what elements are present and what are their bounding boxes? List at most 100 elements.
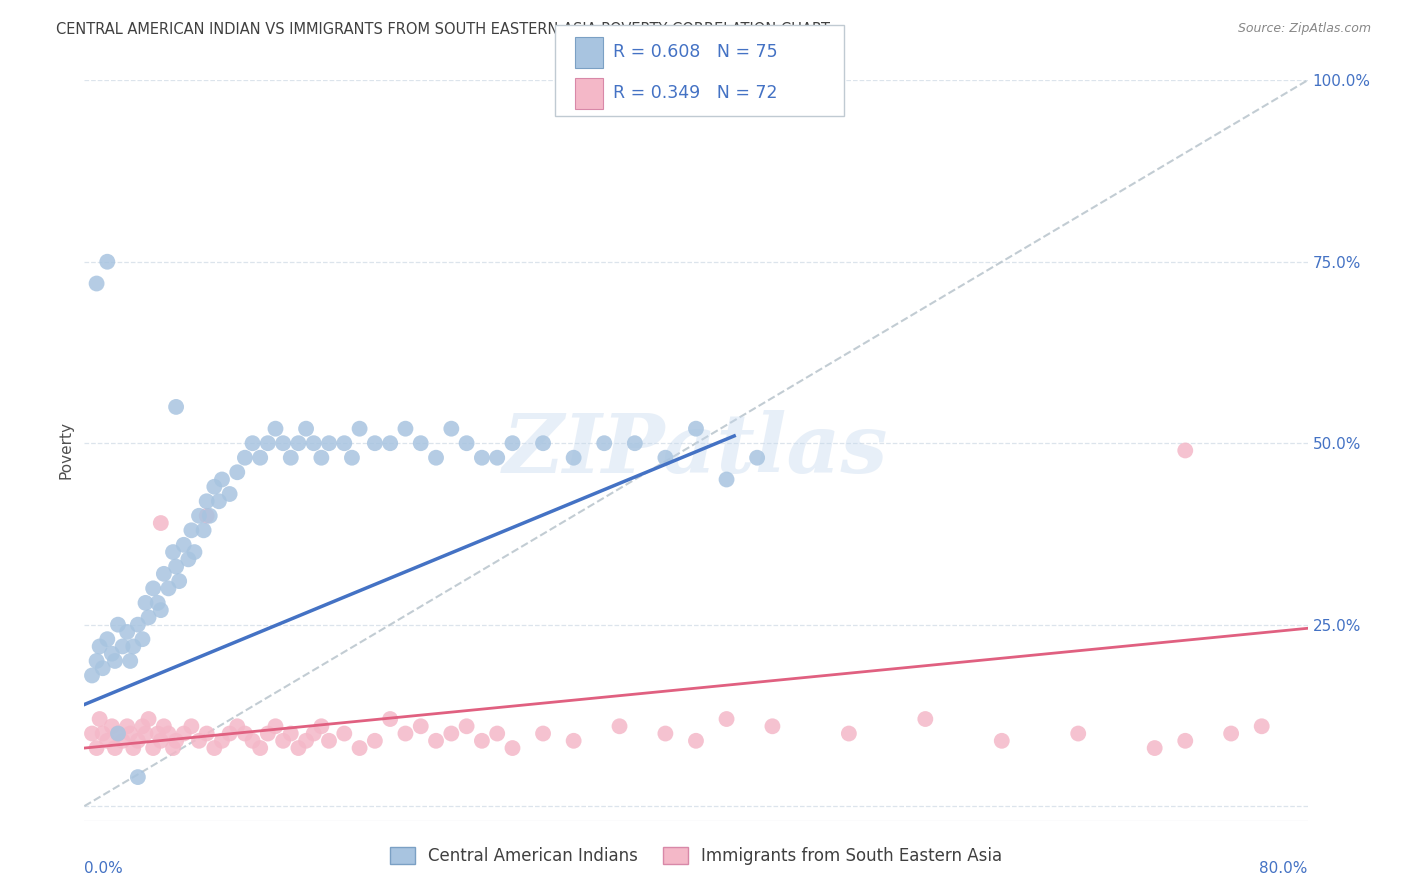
Point: [318, 733, 340, 747]
Point: [107, 617, 129, 632]
Point: [165, 559, 187, 574]
Point: [531, 726, 554, 740]
Point: [142, 741, 165, 756]
Point: [91, 726, 114, 740]
Point: [157, 726, 180, 740]
Text: CENTRAL AMERICAN INDIAN VS IMMIGRANTS FROM SOUTH EASTERN ASIA POVERTY CORRELATIO: CENTRAL AMERICAN INDIAN VS IMMIGRANTS FR…: [56, 22, 830, 37]
Point: [425, 733, 447, 747]
Point: [471, 450, 494, 465]
Point: [80, 668, 103, 682]
Point: [198, 508, 221, 523]
Point: [257, 436, 280, 450]
Point: [624, 436, 647, 450]
Point: [188, 733, 211, 747]
Point: [502, 436, 524, 450]
Point: [302, 436, 325, 450]
Point: [104, 741, 127, 756]
Point: [486, 450, 509, 465]
Point: [394, 726, 416, 740]
Point: [107, 726, 129, 740]
Point: [609, 719, 631, 733]
Point: [138, 610, 160, 624]
Point: [86, 741, 108, 756]
Point: [287, 436, 309, 450]
Point: [233, 450, 256, 465]
Point: [218, 726, 240, 740]
Point: [162, 741, 184, 756]
Point: [333, 726, 356, 740]
Point: [654, 726, 676, 740]
Point: [173, 726, 195, 740]
Point: [162, 545, 184, 559]
Point: [271, 436, 294, 450]
Point: [120, 726, 142, 740]
Point: [149, 603, 172, 617]
Point: [226, 465, 249, 479]
Point: [264, 719, 287, 733]
Point: [349, 741, 371, 756]
Point: [167, 574, 190, 588]
Point: [89, 712, 111, 726]
Point: [1220, 726, 1243, 740]
Point: [104, 654, 127, 668]
Point: [747, 450, 769, 465]
Point: [202, 480, 225, 494]
Point: [1174, 443, 1197, 458]
Point: [257, 726, 280, 740]
Point: [149, 516, 172, 530]
Point: [135, 596, 157, 610]
Point: [131, 719, 153, 733]
Point: [120, 654, 142, 668]
Point: [440, 726, 463, 740]
Point: [1250, 719, 1272, 733]
Point: [122, 741, 145, 756]
Point: [138, 712, 160, 726]
Point: [440, 422, 463, 436]
Point: [242, 436, 264, 450]
Point: [287, 741, 309, 756]
Point: [157, 582, 180, 596]
Text: Source: ZipAtlas.com: Source: ZipAtlas.com: [1237, 22, 1371, 36]
Y-axis label: Poverty: Poverty: [58, 421, 73, 480]
Point: [127, 617, 149, 632]
Point: [127, 770, 149, 784]
Point: [127, 733, 149, 747]
Point: [177, 552, 200, 566]
Point: [91, 661, 114, 675]
Point: [1067, 726, 1090, 740]
Point: [394, 422, 416, 436]
Point: [226, 719, 249, 733]
Point: [364, 436, 387, 450]
Point: [761, 719, 783, 733]
Point: [115, 624, 138, 639]
Point: [471, 733, 494, 747]
Point: [456, 719, 478, 733]
Point: [409, 436, 432, 450]
Text: 0.0%: 0.0%: [84, 862, 124, 876]
Point: [149, 733, 172, 747]
Point: [165, 733, 187, 747]
Point: [165, 400, 187, 414]
Point: [340, 450, 363, 465]
Point: [173, 538, 195, 552]
Text: R = 0.608   N = 75: R = 0.608 N = 75: [613, 44, 778, 62]
Point: [96, 733, 118, 747]
Point: [188, 508, 211, 523]
Point: [208, 494, 231, 508]
Text: 80.0%: 80.0%: [1260, 862, 1308, 876]
Point: [311, 719, 333, 733]
Point: [380, 436, 402, 450]
Text: ZIPatlas: ZIPatlas: [503, 410, 889, 491]
Point: [838, 726, 860, 740]
Point: [593, 436, 616, 450]
Point: [122, 640, 145, 654]
Point: [111, 640, 134, 654]
Point: [425, 450, 447, 465]
Point: [142, 582, 165, 596]
Point: [115, 719, 138, 733]
Point: [96, 254, 118, 268]
Point: [562, 733, 585, 747]
Point: [131, 632, 153, 647]
Point: [364, 733, 387, 747]
Point: [1174, 733, 1197, 747]
